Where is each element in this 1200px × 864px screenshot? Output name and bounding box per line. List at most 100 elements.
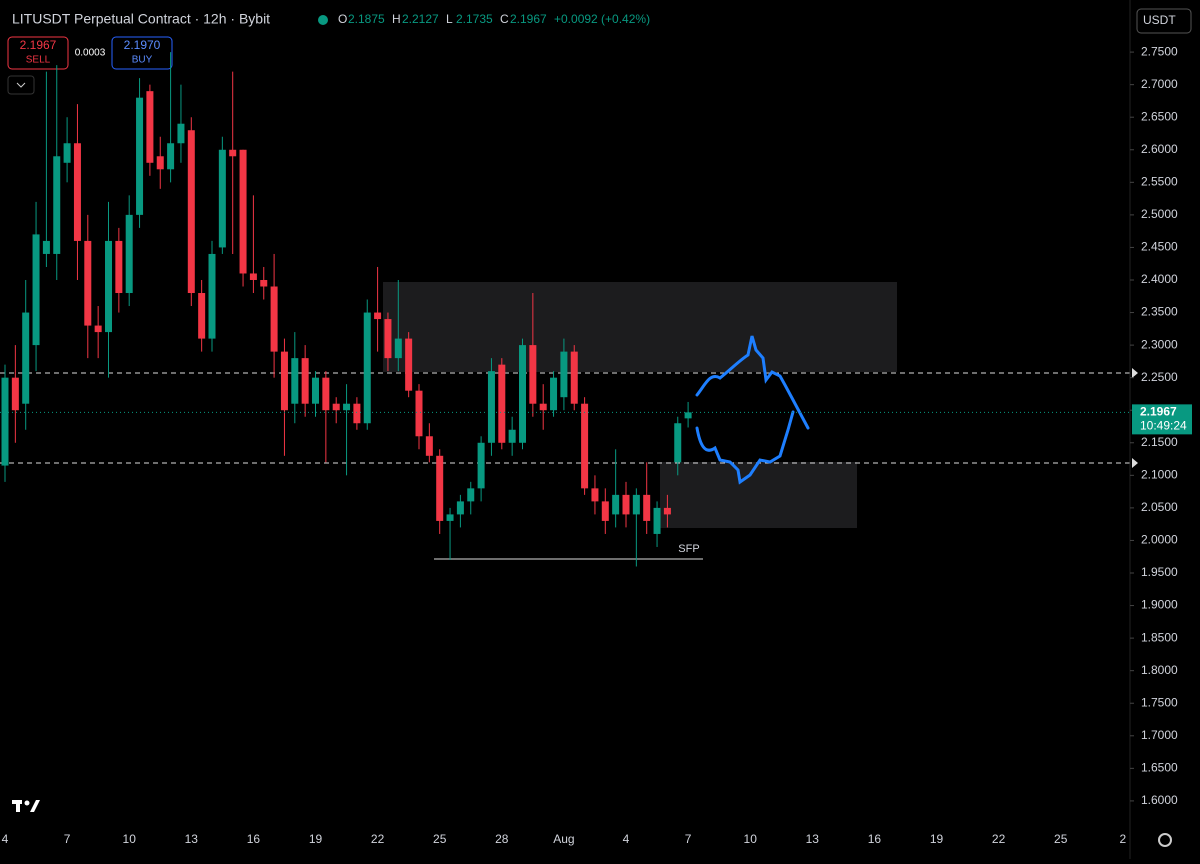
ohlc-value: 2.2127 bbox=[402, 12, 439, 26]
candle-body bbox=[42, 240, 50, 254]
x-tick-label: 10 bbox=[744, 832, 758, 846]
candle-body bbox=[601, 501, 609, 521]
ohlc-value: 2.1875 bbox=[348, 12, 385, 26]
ohlc-value: 2.1967 bbox=[510, 12, 547, 26]
spread: 0.0003 bbox=[75, 48, 106, 59]
candle-body bbox=[136, 97, 144, 215]
candle-body bbox=[208, 253, 216, 339]
y-tick-label: 2.3000 bbox=[1141, 337, 1178, 351]
candle-body bbox=[643, 494, 651, 521]
candle-body bbox=[125, 214, 133, 294]
x-tick-label: 19 bbox=[309, 832, 323, 846]
logo bbox=[12, 800, 40, 812]
x-tick-label: 4 bbox=[623, 832, 630, 846]
x-tick-label: 13 bbox=[185, 832, 199, 846]
sell-price: 2.1967 bbox=[20, 38, 57, 52]
candle-body bbox=[94, 325, 102, 333]
x-tick-label: 22 bbox=[371, 832, 385, 846]
x-tick-label: Aug bbox=[553, 832, 574, 846]
y-tick-label: 2.0500 bbox=[1141, 500, 1178, 514]
candle-body bbox=[498, 364, 506, 443]
buy-button[interactable] bbox=[111, 36, 173, 70]
y-tick-label: 2.6500 bbox=[1141, 109, 1178, 123]
candle-body bbox=[415, 390, 423, 437]
candle-body bbox=[32, 234, 40, 346]
candle-body bbox=[663, 507, 671, 515]
chevron bbox=[16, 82, 26, 88]
annotation: SFP bbox=[678, 543, 699, 555]
candle-body bbox=[529, 345, 537, 404]
settings-icon[interactable] bbox=[1158, 833, 1172, 847]
candle-body bbox=[332, 403, 340, 411]
candle-body bbox=[198, 293, 206, 339]
sell-button[interactable] bbox=[7, 36, 69, 70]
candle-body bbox=[487, 371, 495, 443]
candle-body bbox=[622, 494, 630, 515]
y-tick-label: 1.7500 bbox=[1141, 695, 1178, 709]
candle-body bbox=[684, 412, 692, 419]
candle-body bbox=[301, 358, 309, 404]
buy-price: 2.1970 bbox=[124, 38, 161, 52]
candle-body bbox=[322, 377, 330, 411]
candle-body bbox=[187, 130, 195, 294]
candle-body bbox=[249, 273, 257, 280]
candle-body bbox=[353, 403, 361, 424]
candle-body bbox=[560, 351, 568, 398]
candle-body bbox=[115, 240, 123, 294]
candle-body bbox=[229, 149, 237, 157]
candle-body bbox=[539, 403, 547, 411]
candle-body bbox=[1, 377, 9, 466]
y-tick-label: 2.7000 bbox=[1141, 77, 1178, 91]
currency-button[interactable] bbox=[1136, 8, 1192, 34]
y-tick-label: 2.1000 bbox=[1141, 468, 1178, 482]
sell-label: SELL bbox=[26, 55, 51, 66]
collapse-button[interactable] bbox=[7, 75, 35, 95]
candle-body bbox=[156, 156, 164, 170]
x-tick-label: 2 bbox=[1119, 832, 1126, 846]
candle-body bbox=[519, 345, 526, 443]
y-tick-label: 2.4000 bbox=[1141, 272, 1178, 286]
ohlc-label: O bbox=[338, 12, 347, 26]
x-tick-label: 22 bbox=[992, 832, 1006, 846]
candle-body bbox=[550, 377, 558, 411]
candle-body bbox=[591, 488, 599, 502]
candle-body bbox=[570, 351, 578, 404]
countdown: 10:49:24 bbox=[1140, 419, 1187, 433]
x-tick-label: 16 bbox=[247, 832, 261, 846]
y-tick-label: 1.8500 bbox=[1141, 630, 1178, 644]
x-tick-label: 7 bbox=[64, 832, 71, 846]
candle-body bbox=[374, 312, 382, 320]
y-tick-label: 1.7000 bbox=[1141, 728, 1178, 742]
ohlc-label: C bbox=[500, 12, 509, 26]
y-tick-label: 2.5500 bbox=[1141, 174, 1178, 188]
candle-body bbox=[456, 501, 464, 515]
y-tick-label: 2.4500 bbox=[1141, 240, 1178, 254]
ohlc-label: L bbox=[446, 12, 453, 26]
x-tick-label: 25 bbox=[433, 832, 447, 846]
change: +0.0092 (+0.42%) bbox=[554, 12, 650, 26]
candle-body bbox=[167, 143, 175, 170]
y-tick-label: 2.1500 bbox=[1141, 435, 1178, 449]
candle-body bbox=[477, 442, 485, 489]
x-tick-label: 4 bbox=[2, 832, 9, 846]
price-tag bbox=[1132, 404, 1192, 435]
candle-body bbox=[581, 403, 589, 489]
ohlc-value: 2.1735 bbox=[456, 12, 493, 26]
candle-body bbox=[73, 143, 81, 241]
buy-label: BUY bbox=[132, 55, 153, 66]
x-tick-label: 7 bbox=[685, 832, 692, 846]
zone-box bbox=[383, 282, 897, 372]
candle-body bbox=[260, 279, 268, 287]
x-tick-label: 16 bbox=[868, 832, 882, 846]
candle-body bbox=[218, 149, 226, 248]
candle-body bbox=[239, 149, 247, 274]
ohlc-label: H bbox=[392, 12, 401, 26]
candle-body bbox=[11, 377, 19, 411]
candle-body bbox=[270, 286, 278, 352]
candle-body bbox=[467, 488, 475, 502]
x-tick-label: 19 bbox=[930, 832, 944, 846]
price-tag-label: 2.1967 bbox=[1140, 405, 1177, 419]
candle-body bbox=[146, 91, 154, 163]
drawing bbox=[695, 335, 810, 485]
